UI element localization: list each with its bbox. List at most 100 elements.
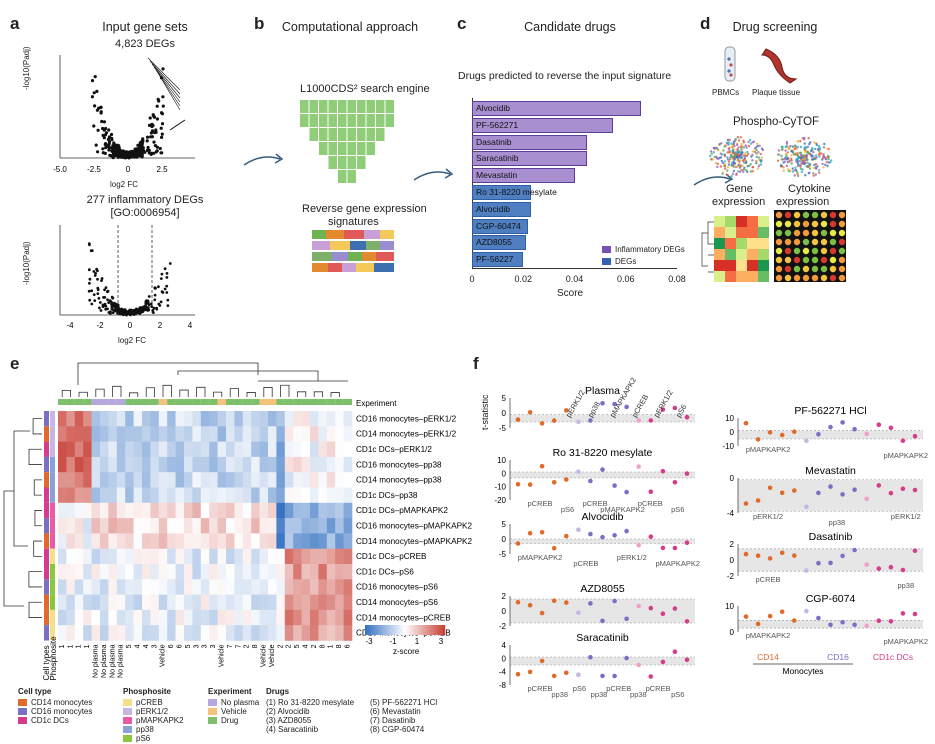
volcano-point [93,274,97,277]
umap-point [728,158,731,161]
heatmap-cell [167,579,176,595]
signatures-grid [312,230,394,272]
heatmap-cell [293,548,302,565]
umap-point [795,157,798,160]
umap-point [783,160,786,163]
t-stat-point [600,673,605,679]
heatmap-col-label: 3 [151,644,158,648]
volcano-point [108,153,112,157]
volcano-bottom-tick: 4 [188,321,193,330]
heatmap-cell [100,411,109,427]
umap-point [798,160,802,163]
umap-point [821,162,824,166]
heatmap-col-label: 2 [244,644,251,648]
volcano-point [161,104,165,108]
heatmap-row-label: CD16 monocytes–pERK1/2 [356,414,457,423]
f-tick: 5 [502,520,507,529]
heatmap-cell [184,441,193,458]
bar-chart: Alvocidib PF-562271 Dasatinib Saracatinib Me… [472,98,677,270]
legend-experiment-1: Vehicle [208,706,247,717]
umap-point [732,161,736,165]
gene-heatmap-cell [736,249,747,260]
colorbar-step [395,625,398,635]
arrow-a-to-b [243,153,284,166]
heatmap-cell [343,625,353,641]
heatmap-cell [209,564,218,580]
f-tick: -5 [499,550,507,559]
dendrogram-branch [280,384,290,397]
bar-pf-562271: PF-562271 [472,117,613,133]
umap-point [740,151,744,154]
t-stat-annotation: pMAPKAPK2 [655,559,700,568]
heatmap-cell [142,472,151,488]
t-stat-annotation: pCREB [573,559,598,568]
heatmap-cell [91,625,101,641]
t-stat-annotation: pMAPKAPK2 [518,553,563,562]
heatmap-cell [226,548,235,565]
f-tick: 0 [730,428,735,437]
gene-heatmap-cell [758,249,769,260]
heatmap-cell [276,441,286,458]
heatmap-cell [209,625,218,641]
t-stat-point [660,659,666,665]
umap-point [785,154,788,157]
umap-point [739,136,742,139]
bar-ro-31-8220-mesylate: Ro 31-8220 mesylate [472,185,557,200]
heatmap-cell [133,625,143,641]
f-group-label: CD1c DCs [873,652,913,662]
heatmap-cell [74,533,84,549]
heatmap-cell [150,579,160,595]
volcano-point [104,126,108,131]
volcano-point [92,270,96,273]
dendrogram-branch [28,448,42,465]
umap-point [747,144,751,148]
t-stat-point [600,618,605,624]
dendrogram-branch [78,391,88,397]
heatmap-cell [301,533,311,549]
umap-point [731,145,734,148]
row-dendrogram [3,418,42,618]
heatmap-cell [116,441,126,458]
colorbar-step [385,625,388,635]
t-stat-point [816,490,821,496]
volcano-point [147,303,151,307]
heatmap-cell [150,487,160,504]
heatmap-cell [142,594,151,611]
umap-point [799,151,803,154]
heatmap-cell [192,487,202,504]
t-stat-annotation: pMAPKAPK2 [746,631,791,640]
heatmap-cell [284,518,294,534]
umap-point [796,174,800,178]
volcano-point [160,112,164,116]
cytokine-dot-grid [774,210,846,282]
heatmap-cell [74,502,84,519]
heatmap-cell [226,456,235,473]
heatmap-cell [268,594,277,611]
heatmap-cell [158,625,168,641]
panel-label-c: c [457,14,467,33]
heatmap-cell [158,548,168,565]
volcano-point [113,153,117,157]
cell-type-annotation [44,472,49,488]
colorbar-step [381,625,384,635]
heatmap-cell [192,456,202,473]
heatmap-cell [158,441,168,458]
volcano-point [102,296,105,299]
colorbar-step [369,625,372,635]
t-stat-point [527,482,533,487]
heatmap-cell [83,502,92,519]
umap-point [719,152,722,155]
bar-chart-xtick: 0.08 [668,274,686,284]
t-stat-point [779,490,785,496]
volcano-point [113,309,117,313]
heatmap-cell [293,533,302,549]
umap-point [799,157,802,160]
umap-point [807,165,810,169]
heatmap-cell [259,426,269,442]
heatmap-cell [108,441,118,458]
dendrogram-branch [112,385,122,397]
phosphosite-annotation [50,487,55,503]
f-tick: 4 [502,641,507,650]
legend-cell-type-0: CD14 monocytes [18,697,92,708]
umap-point [807,172,810,175]
